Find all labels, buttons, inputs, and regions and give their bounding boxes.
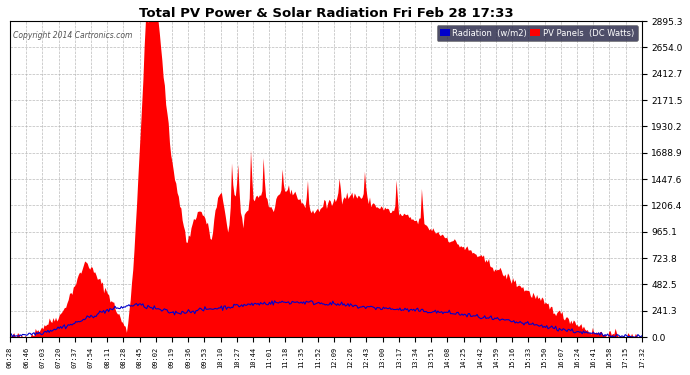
- Title: Total PV Power & Solar Radiation Fri Feb 28 17:33: Total PV Power & Solar Radiation Fri Feb…: [139, 7, 513, 20]
- Text: Copyright 2014 Cartronics.com: Copyright 2014 Cartronics.com: [13, 31, 132, 40]
- Legend: Radiation  (w/m2), PV Panels  (DC Watts): Radiation (w/m2), PV Panels (DC Watts): [437, 25, 638, 41]
